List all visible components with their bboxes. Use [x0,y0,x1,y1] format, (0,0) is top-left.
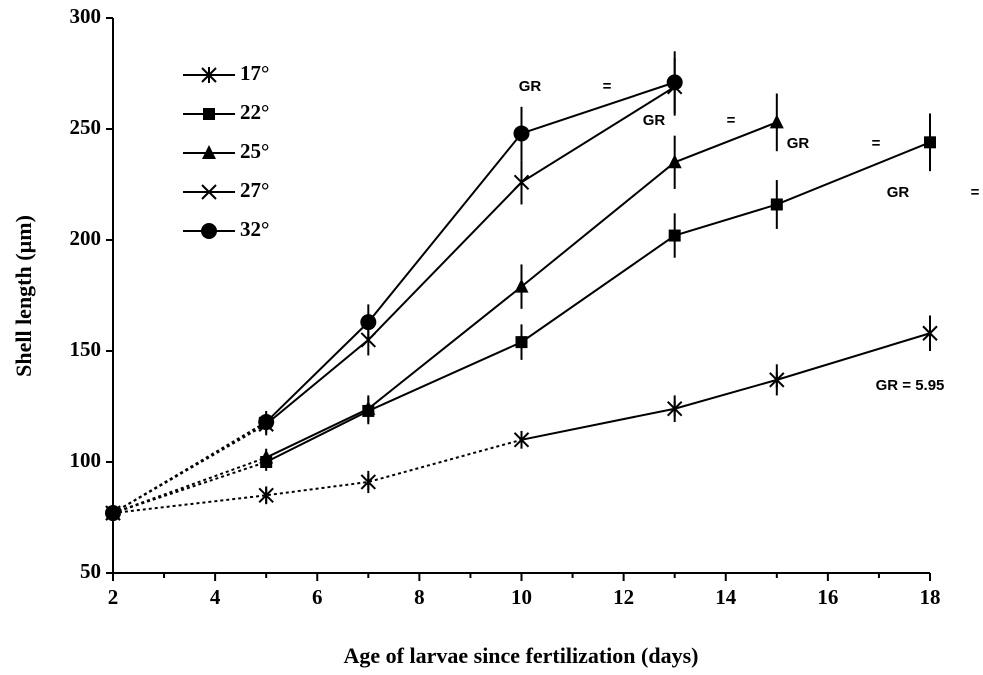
marker-shape [924,136,936,149]
line-solid [265,85,676,426]
marker-shape [514,278,529,293]
y-tick-label: 100 [70,448,102,472]
annotation: GR [787,135,810,152]
marker-shape [105,505,121,522]
marker [922,325,938,342]
marker [201,67,217,83]
annotation: = [727,112,736,129]
marker [668,229,681,242]
annotation: = [603,78,612,95]
annotation: GR [519,78,542,95]
legend-label: 32° [240,217,269,241]
x-tick-label: 14 [715,585,737,609]
line-solid [265,141,931,463]
line-solid [521,332,931,441]
x-tick-label: 10 [511,585,532,609]
marker [258,414,275,431]
legend-label: 17° [240,61,269,85]
marker [105,505,121,522]
x-tick-label: 2 [108,585,119,609]
marker-shape [666,74,683,91]
marker-shape [258,414,275,431]
marker-shape [769,114,784,129]
marker [201,184,217,200]
marker-shape [202,145,216,159]
marker [203,108,215,120]
marker [769,114,784,129]
marker [360,314,377,331]
legend-label: 22° [240,100,269,124]
marker-stroke [201,184,217,200]
marker [666,400,683,417]
marker-shape [201,223,217,239]
line-dotted [112,456,267,515]
line-dotted [112,421,267,514]
marker [667,154,682,169]
marker [770,198,783,211]
x-tick-label: 6 [312,585,323,609]
marker [201,223,217,239]
marker-shape [361,400,376,415]
marker-shape [259,449,274,464]
x-tick-label: 18 [920,585,941,609]
marker-shape [667,154,682,169]
y-tick-label: 200 [70,226,102,250]
marker [666,74,683,91]
marker [924,136,936,149]
marker [513,431,530,448]
marker [513,174,530,190]
annotation: GR [643,112,666,129]
x-tick-label: 16 [817,585,838,609]
marker [258,487,274,504]
marker-shape [203,108,215,120]
marker-shape [668,229,681,242]
marker [202,145,216,159]
marker-shape [770,198,783,211]
y-tick-label: 250 [70,115,102,139]
line-solid [265,81,676,423]
y-tick-label: 300 [70,4,102,28]
annotation: = [971,184,980,201]
legend-label: 25° [240,139,269,163]
marker-shape [513,125,530,142]
marker [360,473,377,490]
annotation: GR [887,184,910,201]
marker [259,449,274,464]
y-tick-label: 150 [70,337,102,361]
marker [515,336,528,349]
marker-stroke [513,174,530,190]
x-tick-label: 12 [613,585,634,609]
line-dotted [112,438,522,515]
annotation: GR = 5.95 [876,377,945,394]
marker-shape [360,314,377,331]
marker [514,278,529,293]
legend-label: 27° [240,178,269,202]
y-axis-title: Shell length (µm) [11,215,36,377]
marker-shape [515,336,528,349]
annotation: = [872,135,881,152]
x-tick-label: 8 [414,585,425,609]
marker [361,400,376,415]
x-tick-label: 4 [210,585,221,609]
marker [513,125,530,142]
y-tick-label: 50 [80,559,101,583]
marker [769,371,785,388]
x-axis-title: Age of larvae since fertilization (days) [344,643,699,668]
